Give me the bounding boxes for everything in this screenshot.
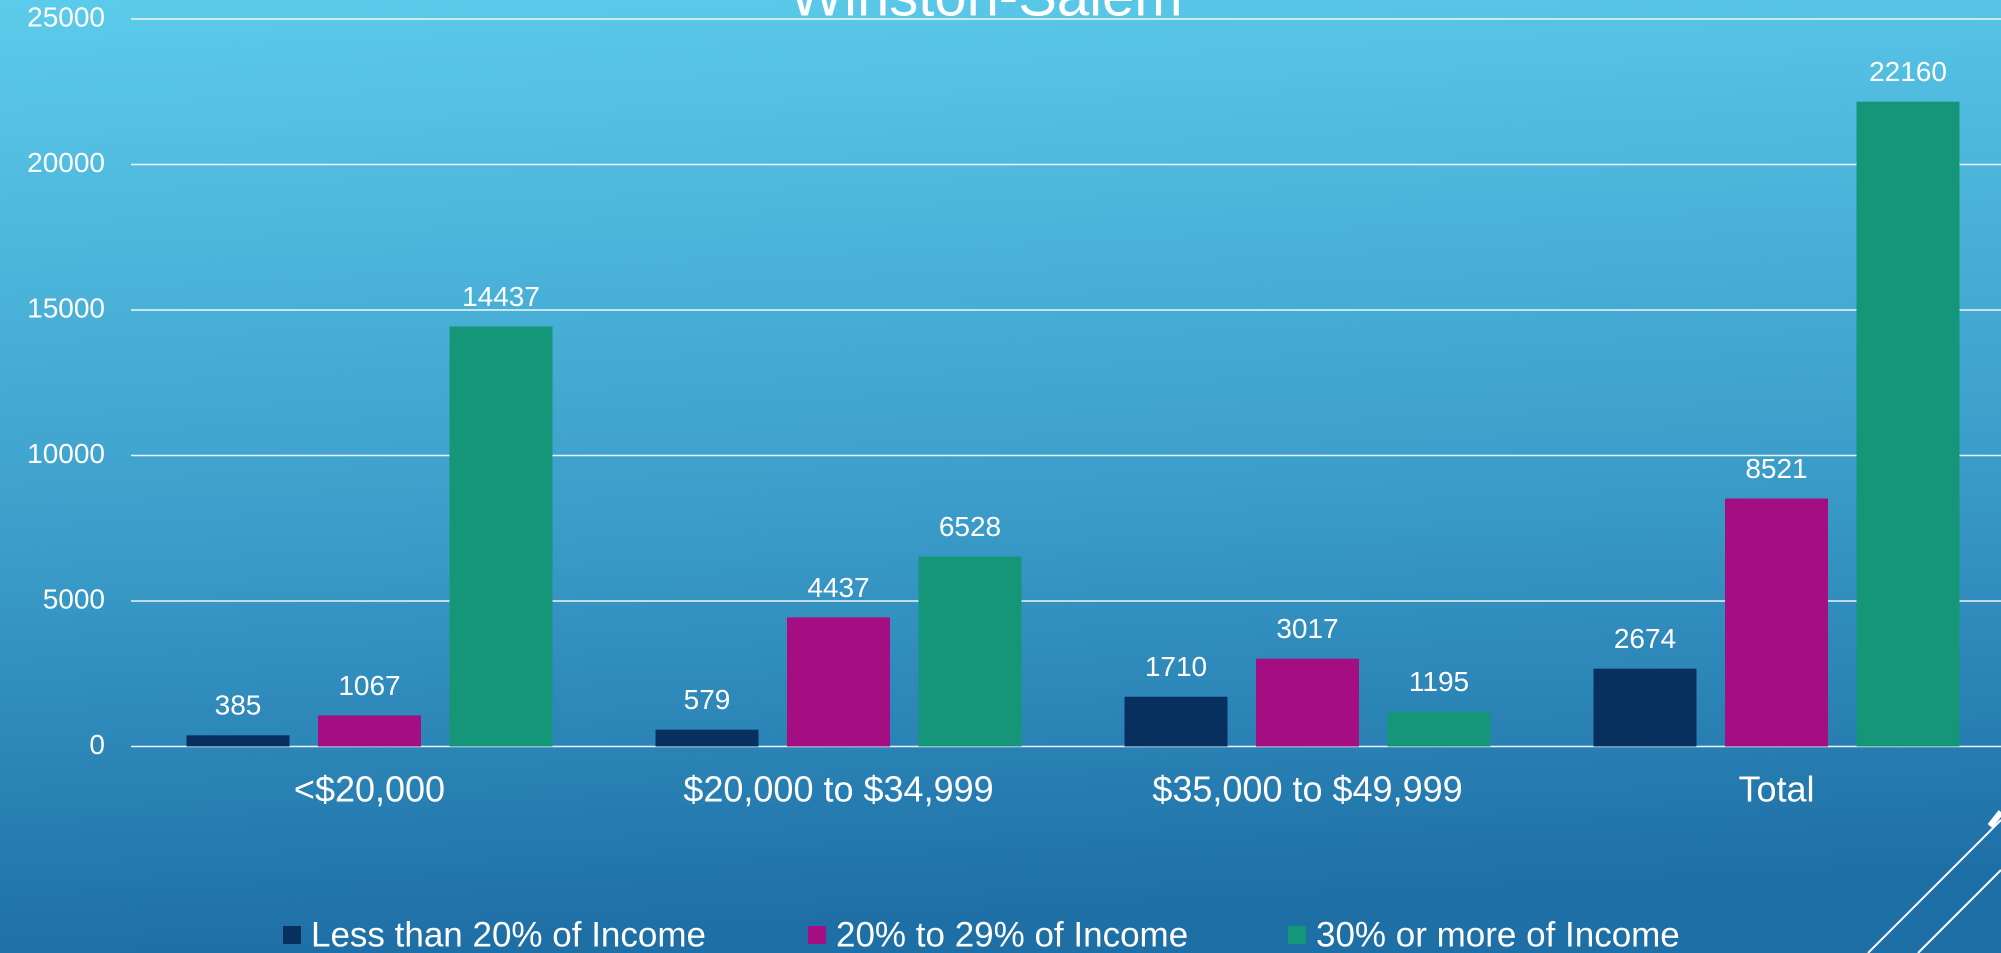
data-label: 2674 — [1614, 623, 1676, 654]
legend-swatch — [808, 926, 826, 944]
y-tick-label: 25000 — [27, 1, 105, 32]
bar — [186, 735, 290, 747]
y-tick-label: 20000 — [27, 147, 105, 178]
bar — [449, 326, 553, 747]
x-tick-label: <$20,000 — [294, 769, 445, 810]
legend-label: 20% to 29% of Income — [836, 915, 1188, 953]
data-label: 1195 — [1409, 666, 1469, 697]
legend-label: Less than 20% of Income — [311, 915, 706, 953]
data-label: 1067 — [338, 670, 400, 701]
data-label: 1710 — [1145, 651, 1207, 682]
data-label: 3017 — [1276, 613, 1338, 644]
y-tick-label: 10000 — [27, 438, 105, 469]
legend-swatch — [283, 926, 301, 944]
data-label: 4437 — [807, 572, 869, 603]
bar — [318, 715, 421, 747]
y-tick-label: 0 — [89, 729, 105, 760]
bar — [1387, 711, 1491, 747]
bar — [918, 556, 1022, 747]
data-label: 22160 — [1869, 56, 1947, 87]
bar — [787, 617, 890, 747]
x-tick-label: $35,000 to $49,999 — [1152, 769, 1462, 810]
data-label: 6528 — [939, 511, 1001, 542]
legend-label: 30% or more of Income — [1316, 915, 1680, 953]
x-tick-label: $20,000 to $34,999 — [683, 769, 993, 810]
data-label: 8521 — [1745, 453, 1807, 484]
data-label: 385 — [215, 690, 262, 721]
data-label: 579 — [684, 684, 731, 715]
bar — [1725, 498, 1828, 747]
decoration — [1867, 810, 2001, 953]
bar — [1124, 696, 1228, 747]
x-tick-label: Total — [1738, 769, 1814, 810]
bar — [1593, 668, 1697, 747]
chart-title: Winston-Salem — [789, 0, 1182, 28]
legend-swatch — [1288, 926, 1306, 944]
data-label: 14437 — [462, 281, 540, 312]
bar — [1256, 658, 1359, 747]
bar — [1856, 101, 1960, 747]
bar — [655, 729, 759, 747]
y-tick-label: 5000 — [43, 583, 105, 614]
y-tick-label: 15000 — [27, 292, 105, 323]
